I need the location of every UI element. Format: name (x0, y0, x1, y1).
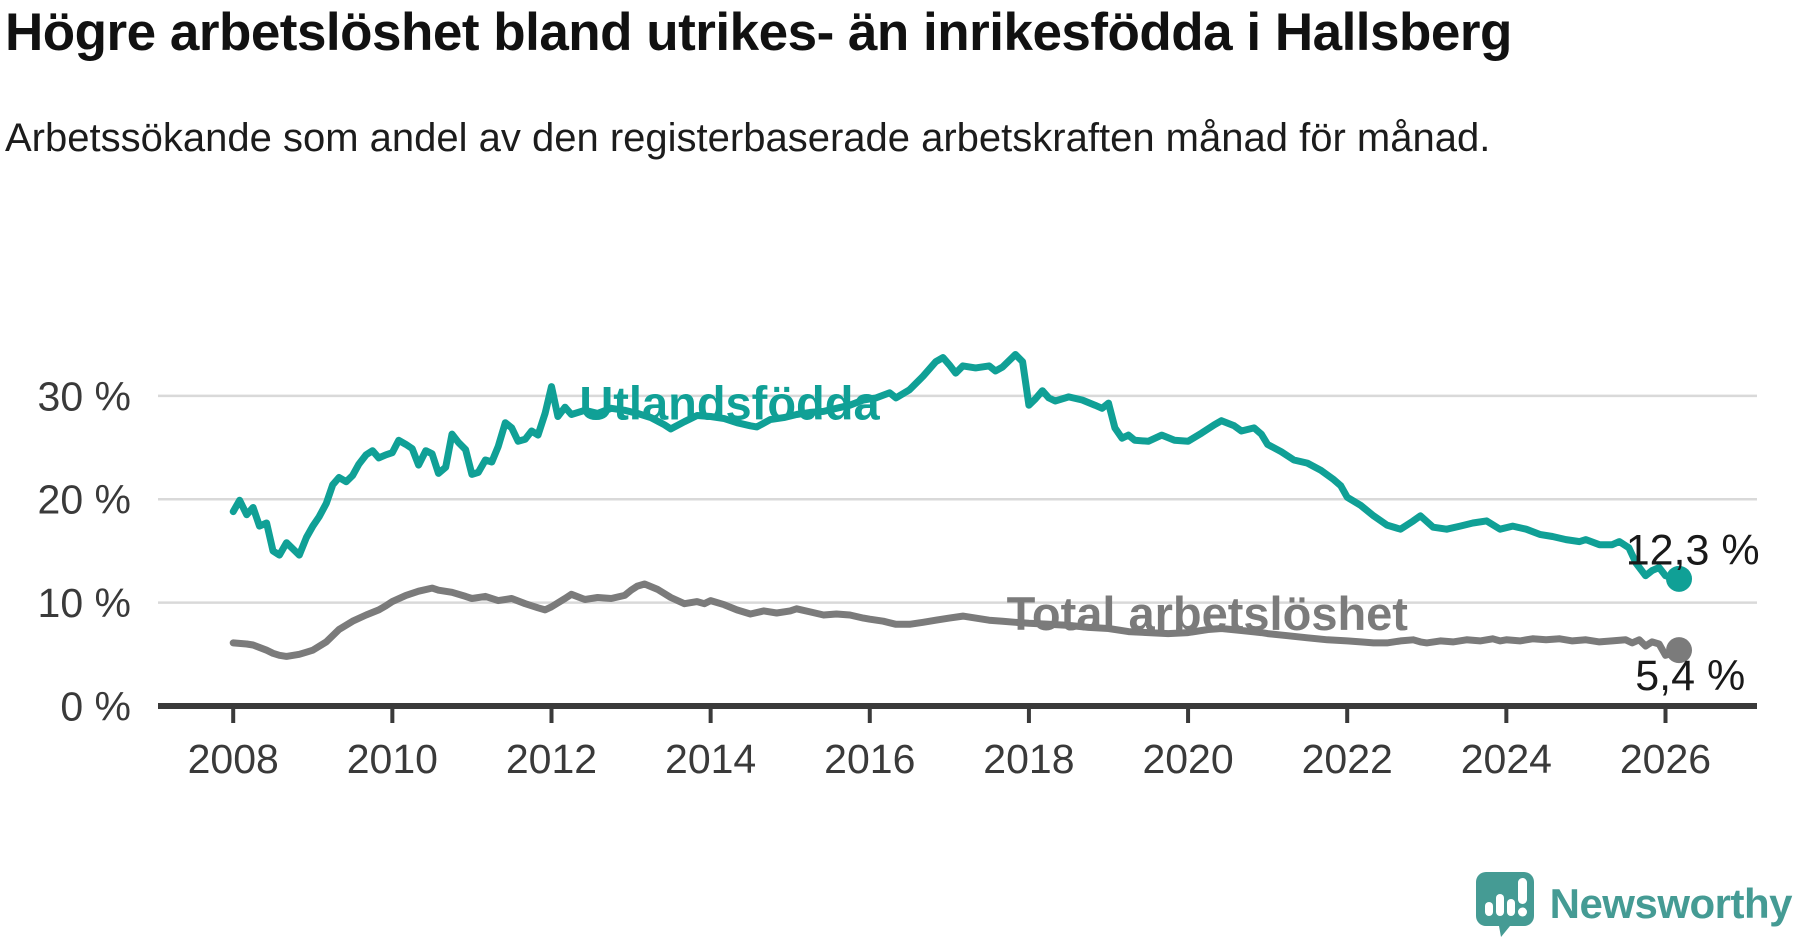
newsworthy-logo-text: Newsworthy (1549, 880, 1793, 927)
newsworthy-logo-icon (1475, 872, 1534, 937)
x-tick-label-2020: 2020 (1142, 736, 1233, 782)
series-line-1 (229, 580, 1683, 660)
x-tick-label-2026: 2026 (1620, 736, 1711, 782)
chart-subtitle: Arbetssökande som andel av den registerb… (5, 116, 1491, 160)
x-tick-label-2008: 2008 (188, 736, 279, 782)
gridlines (158, 394, 1757, 604)
end-value-label-total: 5,4 % (1635, 652, 1745, 700)
series-label-total-arbetsloshet: Total arbetslöshet (1007, 587, 1409, 640)
x-tick-label-2012: 2012 (506, 736, 597, 782)
x-tick-label-2014: 2014 (665, 736, 756, 782)
series-label-utlandsfodda: Utlandsfödda (579, 377, 880, 430)
x-tick-label-2010: 2010 (347, 736, 438, 782)
x-tick-label-2016: 2016 (824, 736, 915, 782)
x-axis (158, 703, 1757, 723)
logo-bar-1 (1484, 902, 1493, 916)
series-end-dot-1 (1666, 637, 1693, 664)
y-tick-label-0: 0 % (60, 684, 131, 730)
y-tick-label-10: 10 % (38, 580, 131, 626)
logo-bar-2 (1495, 894, 1504, 916)
x-tick-label-2024: 2024 (1461, 736, 1552, 782)
logo-exclamation-bar (1517, 878, 1527, 904)
y-tick-label-30: 30 % (38, 373, 131, 419)
series-lines (229, 351, 1693, 664)
end-value-label-utlandsfodda: 12,3 % (1626, 526, 1760, 574)
logo-bar-3 (1506, 899, 1515, 916)
series-end-dot-0 (1666, 565, 1693, 592)
newsworthy-logo: Newsworthy (1474, 870, 1793, 938)
x-tick-label-2018: 2018 (983, 736, 1074, 782)
chart-title: Högre arbetslöshet bland utrikes- än inr… (5, 3, 1512, 62)
axis-labels: 0 % 10 % 20 % 30 % 2008 2010 2012 2014 2016 2018 2… (38, 373, 1712, 782)
series-line-0 (229, 351, 1683, 583)
logo-exclamation-dot (1517, 907, 1527, 917)
x-tick-label-2022: 2022 (1302, 736, 1393, 782)
y-tick-label-20: 20 % (38, 477, 131, 523)
